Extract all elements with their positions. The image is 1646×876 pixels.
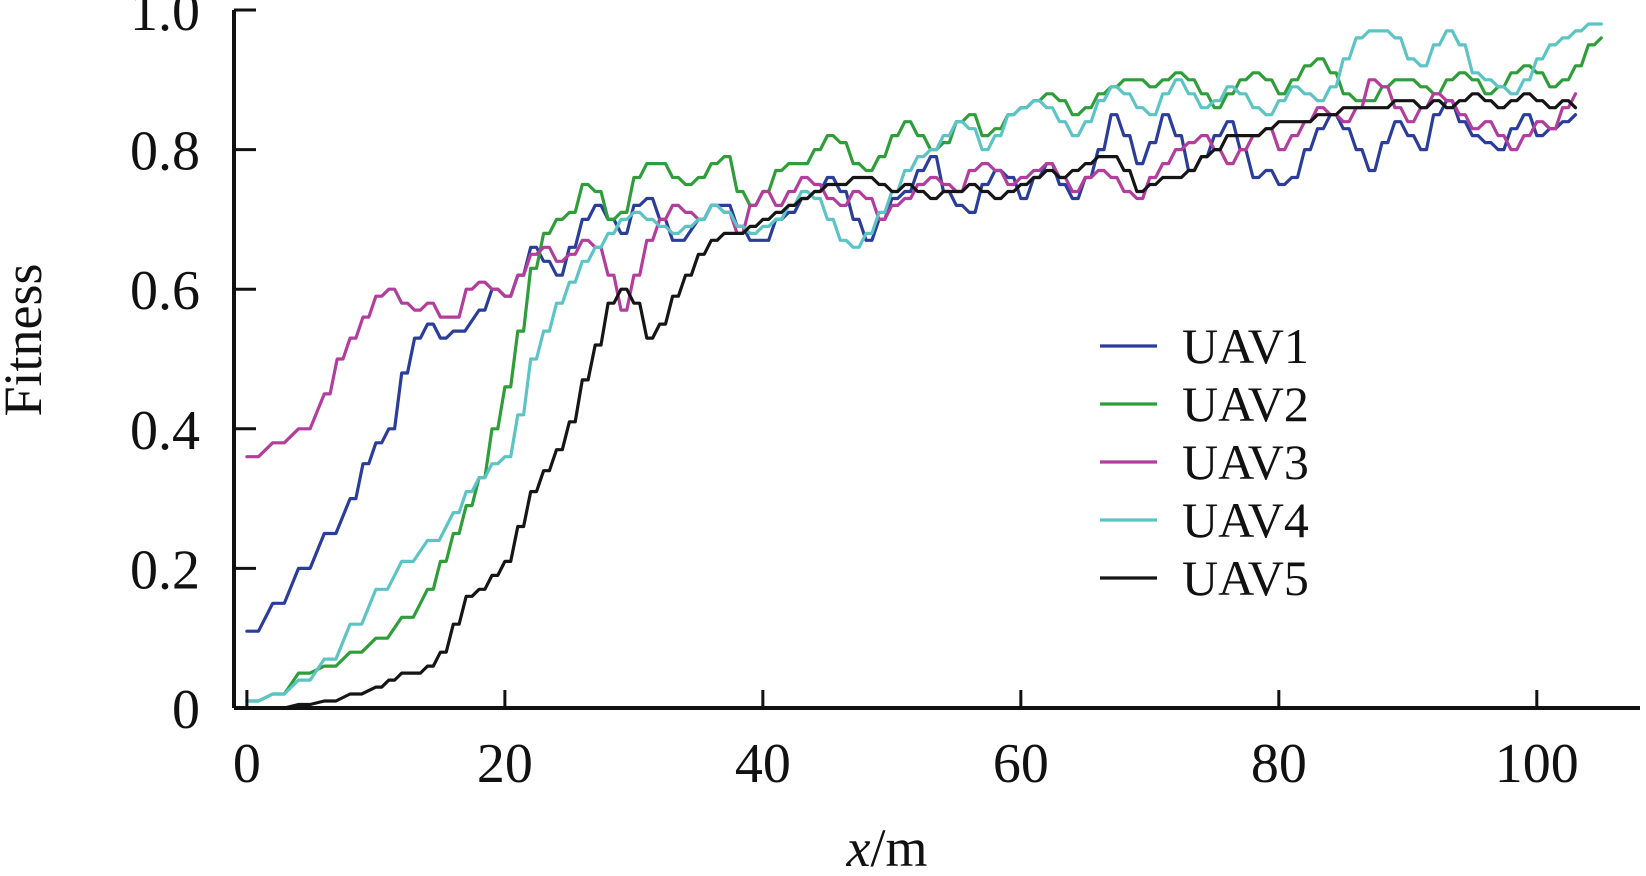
- x-tick-label-1: 20: [477, 733, 533, 795]
- x-tick-label-0: 0: [233, 733, 261, 795]
- legend-label-uav1: UAV1: [1182, 318, 1309, 374]
- y-tick-label-1: 0.2: [130, 539, 200, 601]
- y-tick-label-3: 0.6: [130, 260, 200, 322]
- legend-label-uav5: UAV5: [1182, 550, 1309, 606]
- series-line-uav3: [245, 78, 1578, 459]
- x-axis-label-unit: /m: [870, 818, 927, 871]
- series-line-uav5: [245, 92, 1578, 710]
- legend-label-uav2: UAV2: [1182, 376, 1309, 432]
- x-tick-label-3: 60: [993, 733, 1049, 795]
- legend-label-uav4: UAV4: [1182, 492, 1309, 548]
- x-tick-label-4: 80: [1251, 733, 1307, 795]
- x-axis-label-variable: x: [846, 818, 871, 871]
- tick-labels: 0 0.2 0.4 0.6 0.8 1.0 0 20 40 60 80 100: [130, 0, 1579, 795]
- x-axis-label: x/m: [846, 818, 928, 871]
- x-tick-label-5: 100: [1495, 733, 1579, 795]
- series-line-uav4: [245, 22, 1603, 703]
- legend-label-uav3: UAV3: [1182, 434, 1309, 490]
- y-tick-label-5: 1.0: [130, 0, 200, 43]
- x-tick-label-2: 40: [735, 733, 791, 795]
- y-tick-label-2: 0.4: [130, 400, 200, 462]
- y-axis-label: Fitness: [0, 263, 53, 416]
- tick-marks: [234, 8, 1539, 710]
- y-tick-label-0: 0: [172, 679, 200, 741]
- axes: [232, 10, 1640, 710]
- series-lines: [245, 22, 1603, 710]
- series-line-uav2: [245, 36, 1603, 703]
- y-tick-label-4: 0.8: [130, 121, 200, 183]
- series-line-uav1: [245, 99, 1578, 633]
